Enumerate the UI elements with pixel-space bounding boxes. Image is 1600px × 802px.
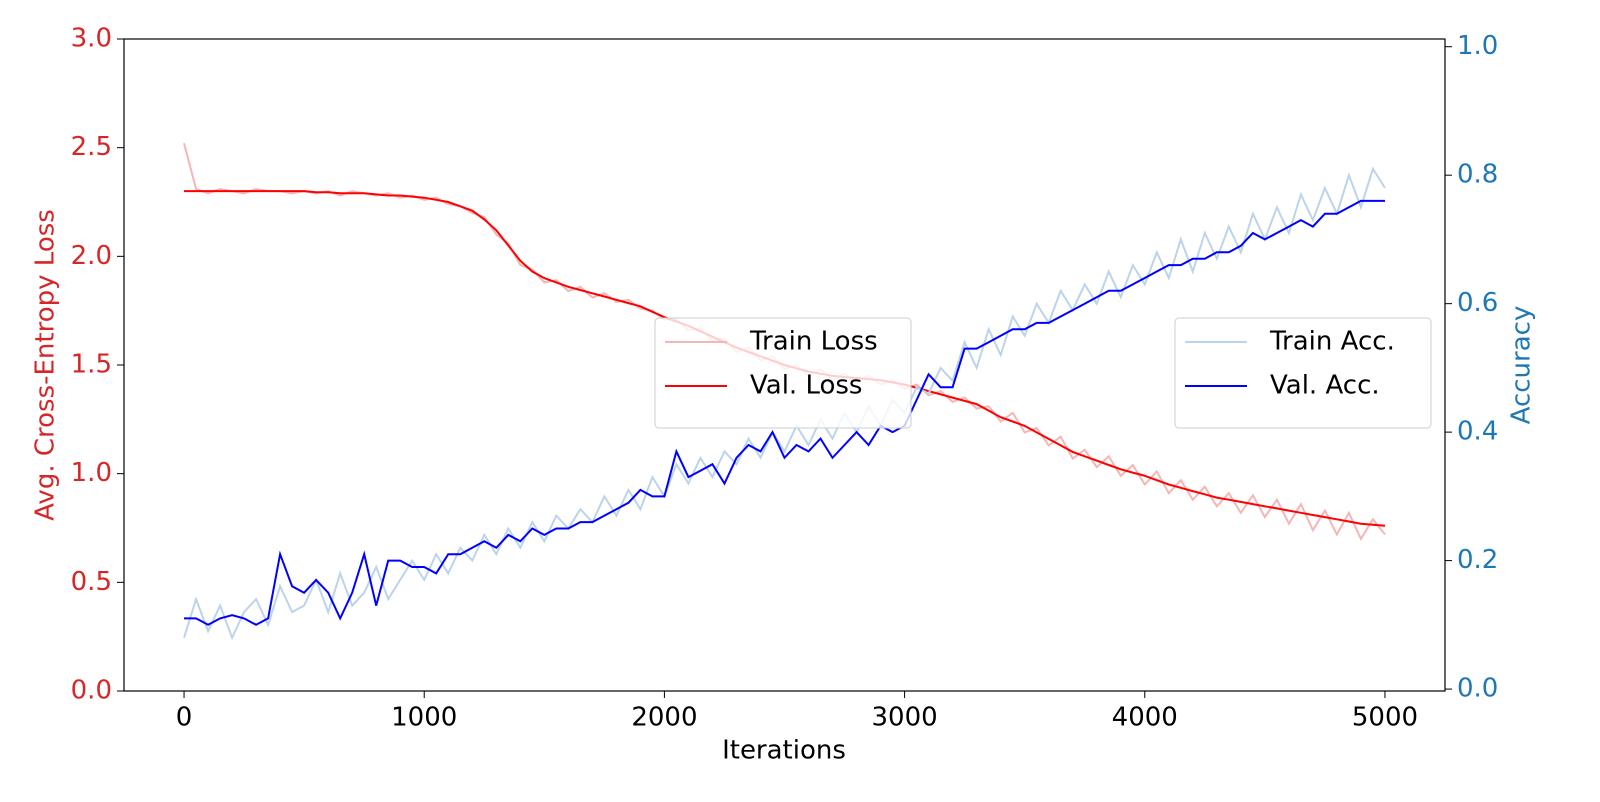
y2-tick-label: 0.8 [1457,160,1498,190]
x-tick-label: 2000 [631,703,697,733]
legend-label: Train Acc. [1269,327,1395,357]
y-tick-label: 3.0 [71,24,112,54]
data-line [183,166,1386,641]
x-tick-label: 3000 [872,703,938,733]
legend-label: Val. Acc. [1270,371,1380,401]
x-tick-label: 4000 [1112,703,1178,733]
y2-axis-label: Accuracy [1507,306,1537,425]
y-tick-label: 0.0 [71,676,112,706]
x-tick-label: 0 [176,703,193,733]
y-axis-label: Avg. Cross-Entropy Loss [31,209,61,521]
y2-tick-label: 0.0 [1457,674,1498,704]
y-tick-label: 2.5 [71,132,112,162]
y2-tick-label: 1.0 [1457,31,1498,61]
y2-tick-label: 0.6 [1457,288,1498,318]
y-tick-label: 0.5 [71,567,112,597]
data-line [184,199,1385,626]
y2-tick-label: 0.2 [1457,545,1498,575]
legend-box [1174,317,1432,429]
y-tick-label: 1.0 [71,458,112,488]
legend-label: Train Loss [749,327,878,357]
y2-tick-label: 0.4 [1457,417,1498,447]
x-tick-label: 1000 [391,703,457,733]
x-axis-label: Iterations [722,736,846,766]
legend-label: Val. Loss [750,371,862,401]
y-tick-label: 2.0 [71,241,112,271]
legend-box [654,317,912,429]
y-tick-label: 1.5 [71,350,112,380]
x-tick-label: 5000 [1352,703,1418,733]
